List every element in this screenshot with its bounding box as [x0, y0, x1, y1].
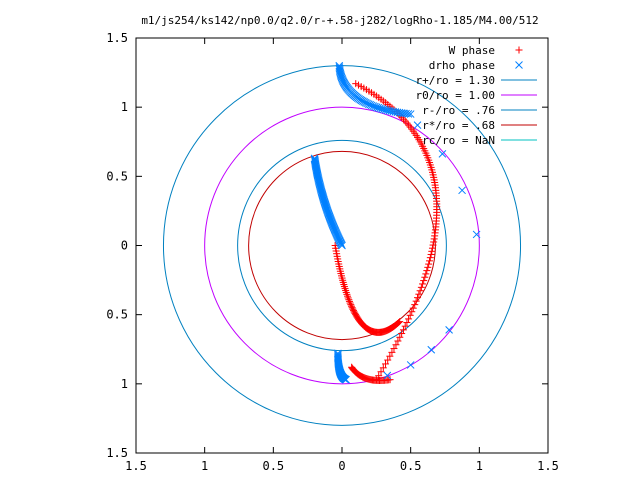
- w-phase-point: [396, 318, 404, 326]
- w-phase-point: [405, 315, 413, 323]
- y-tick-label: 0.5: [106, 169, 128, 183]
- x-tick-label: 0.5: [400, 459, 422, 473]
- w-phase-point: [348, 304, 356, 312]
- w-phase-point: [406, 311, 414, 319]
- w-phase-point: [347, 302, 355, 310]
- drho-phase-point: [438, 150, 447, 158]
- w-phase-point: [345, 296, 353, 304]
- w-phase-point: [347, 301, 355, 309]
- w-phase-point: [345, 297, 353, 305]
- w-phase-point: [384, 356, 392, 364]
- circle-r-1: [204, 106, 480, 385]
- x-tick-label: 1.5: [537, 459, 559, 473]
- w-phase-point: [399, 326, 407, 334]
- w-phase-point: [386, 352, 394, 360]
- drho-phase-point: [472, 230, 481, 239]
- drho-phase-point: [404, 109, 413, 118]
- w-phase-point: [343, 290, 351, 298]
- w-phase-point: [417, 283, 425, 291]
- drho-phase-point: [383, 371, 392, 380]
- w-phase-point: [388, 348, 396, 356]
- w-phase-point: [409, 304, 417, 312]
- w-phase-point: [421, 273, 429, 281]
- w-phase-point: [415, 290, 423, 298]
- w-phase-point: [414, 294, 422, 302]
- w-phase-point: [426, 254, 434, 262]
- w-phase-point: [428, 244, 436, 252]
- y-tick-label: 1: [121, 100, 128, 114]
- legend-marker: [515, 61, 523, 69]
- drho-phase-point: [338, 241, 346, 250]
- w-phase-point: [377, 368, 385, 376]
- w-phase-point: [390, 345, 398, 353]
- x-tick-label: 0.5: [262, 459, 284, 473]
- axis-ticks: 1.5 1 0.5 0 0.5 1 1.51.510.500.511.5: [106, 31, 559, 473]
- w-phase-point: [342, 288, 350, 296]
- legend-label: rc/ro = NaN: [422, 134, 495, 147]
- w-phase-point: [412, 297, 420, 305]
- y-tick-label: 1.5: [106, 446, 128, 460]
- w-phase-point: [422, 270, 430, 278]
- y-tick-label: 1.5: [106, 31, 128, 45]
- w-phase-point: [425, 260, 433, 268]
- x-tick-label: 0: [338, 459, 345, 473]
- circle-r-0-76: [237, 139, 447, 352]
- legend-marker: [515, 46, 523, 54]
- drho-phase-point: [406, 361, 415, 369]
- y-tick-label: 1: [121, 377, 128, 391]
- w-phase-point: [396, 333, 404, 341]
- w-phase-point: [346, 299, 354, 307]
- drho-phase-point: [342, 375, 350, 384]
- drho-phase-point: [458, 186, 466, 195]
- w-phase-point: [344, 292, 352, 300]
- w-phase-point: [395, 319, 403, 327]
- w-phase-point: [430, 235, 438, 243]
- legend-label: drho phase: [429, 59, 495, 72]
- legend-label: r-/ro = .76: [422, 104, 495, 117]
- w-phase-point: [394, 337, 402, 345]
- w-phase-point: [379, 364, 387, 372]
- y-tick-label: 0: [121, 239, 128, 253]
- w-phase-point: [403, 319, 411, 327]
- drho-phase-point: [406, 110, 415, 118]
- legend-label: r+/ro = 1.30: [416, 74, 495, 87]
- w-phase-point: [416, 287, 424, 295]
- w-phase-point: [392, 341, 400, 349]
- w-phase-point: [420, 277, 428, 285]
- w-phase-point: [398, 330, 406, 338]
- legend-label: r*/ro = .68: [422, 119, 495, 132]
- w-phase-point: [386, 376, 394, 384]
- w-phase-point: [411, 301, 419, 309]
- w-phase-point: [419, 280, 427, 288]
- x-tick-label: 1.5: [125, 459, 147, 473]
- legend: W phase drho phase r+/ro = 1.30 r0/ro = 1.0…: [416, 44, 537, 147]
- y-tick-label: 0.5: [106, 308, 128, 322]
- w-phase-point: [401, 322, 409, 330]
- chart-title: m1/js254/ks142/np0.0/q2.0/r-+.58-j282/lo…: [141, 14, 538, 27]
- w-phase-point: [430, 238, 438, 246]
- w-phase-point: [428, 247, 436, 255]
- w-phase-point: [424, 263, 432, 271]
- w-phase-point: [429, 241, 437, 249]
- w-phase-point: [426, 257, 434, 265]
- drho-phase-point: [427, 345, 436, 354]
- x-tick-label: 1: [476, 459, 483, 473]
- w-phase-point: [382, 360, 390, 368]
- data-points: [310, 61, 481, 385]
- drho-phase-point: [445, 326, 453, 334]
- legend-label: W phase: [449, 44, 495, 57]
- w-phase-point: [344, 294, 352, 302]
- drho-phase-point: [413, 121, 422, 130]
- w-phase-point: [408, 308, 416, 316]
- legend-label: r0/ro = 1.00: [416, 89, 495, 102]
- w-phase-point: [423, 267, 431, 275]
- x-tick-label: 1: [201, 459, 208, 473]
- w-phase-point: [427, 250, 435, 258]
